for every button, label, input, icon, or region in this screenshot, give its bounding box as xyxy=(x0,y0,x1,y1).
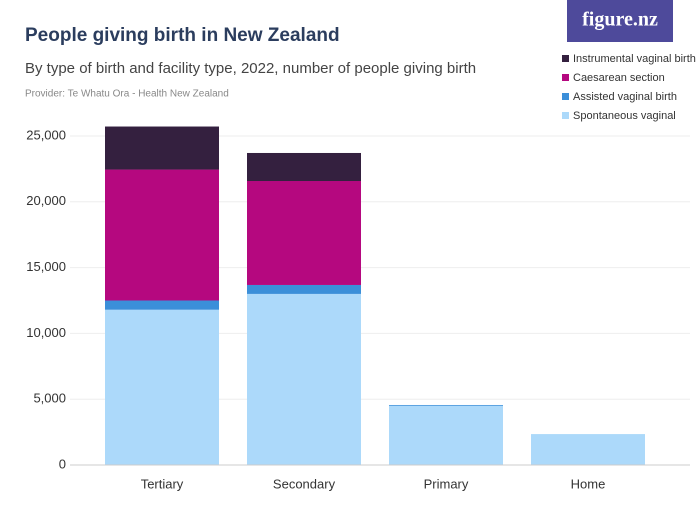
bar-segment xyxy=(531,434,645,465)
legend-label: Instrumental vaginal birth xyxy=(573,53,696,65)
legend-swatch xyxy=(562,112,569,119)
x-tick-label: Tertiary xyxy=(141,476,184,491)
source: Provider: Te Whatu Ora - Health New Zeal… xyxy=(25,89,229,100)
x-tick-label: Secondary xyxy=(273,476,336,491)
x-tick-label: Primary xyxy=(424,476,469,491)
bar-segment xyxy=(105,300,219,310)
legend-label: Spontaneous vaginal xyxy=(573,110,676,122)
y-tick-label: 0 xyxy=(59,456,66,471)
bar-segment xyxy=(105,169,219,301)
bar-segment xyxy=(389,405,503,465)
y-tick-label: 5,000 xyxy=(33,391,66,406)
y-tick-label: 10,000 xyxy=(26,325,66,340)
bar-segment xyxy=(247,284,361,294)
bar-segment xyxy=(389,404,503,406)
chart-title: People giving birth in New Zealand xyxy=(25,25,340,46)
bar-segment xyxy=(105,309,219,465)
bar-segment xyxy=(247,181,361,285)
y-tick-label: 20,000 xyxy=(26,193,66,208)
y-tick-label: 25,000 xyxy=(26,127,66,142)
bar-segment xyxy=(105,126,219,170)
logo-box xyxy=(567,0,673,42)
legend-label: Caesarean section xyxy=(573,72,665,84)
legend-swatch xyxy=(562,74,569,81)
bar-segment xyxy=(247,152,361,182)
legend-swatch xyxy=(562,93,569,100)
legend-label: Assisted vaginal birth xyxy=(573,91,677,103)
logo[interactable]: figure.nz xyxy=(582,9,658,31)
y-tick-label: 15,000 xyxy=(26,259,66,274)
x-tick-label: Home xyxy=(571,476,606,491)
bar-segment xyxy=(247,293,361,465)
chart-subtitle: By type of birth and facility type, 2022… xyxy=(25,60,476,77)
legend-swatch xyxy=(562,55,569,62)
